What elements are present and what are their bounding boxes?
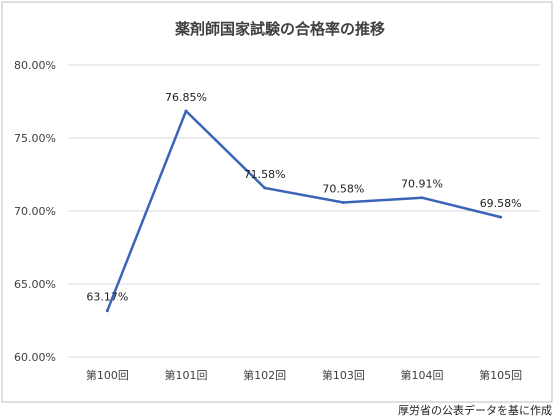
x-tick-label: 第104回 bbox=[401, 368, 444, 382]
data-point bbox=[420, 196, 424, 200]
y-tick-label: 80.00% bbox=[14, 59, 56, 72]
y-tick-label: 65.00% bbox=[14, 278, 56, 291]
data-label: 70.58% bbox=[322, 183, 364, 196]
data-label: 71.58% bbox=[244, 168, 286, 181]
data-label: 70.91% bbox=[401, 178, 443, 191]
data-point bbox=[499, 215, 503, 219]
x-tick-label: 第100回 bbox=[86, 368, 129, 382]
series-line bbox=[106, 109, 501, 312]
data-label: 69.58% bbox=[480, 197, 522, 210]
y-tick-label: 60.00% bbox=[14, 351, 56, 364]
data-point bbox=[341, 201, 345, 205]
data-label: 63.17% bbox=[86, 291, 128, 304]
x-tick-label: 第102回 bbox=[243, 368, 286, 382]
data-label: 76.85% bbox=[165, 91, 207, 104]
y-tick-label: 75.00% bbox=[14, 132, 56, 145]
y-tick-label: 70.00% bbox=[14, 205, 56, 218]
source-note: 厚労省の公表データを基に作成 bbox=[398, 404, 552, 417]
x-tick-label: 第105回 bbox=[479, 368, 522, 382]
data-point bbox=[105, 309, 109, 313]
chart-title: 薬剤師国家試験の合格率の推移 bbox=[174, 20, 385, 38]
x-tick-label: 第101回 bbox=[165, 368, 208, 382]
x-tick-label: 第103回 bbox=[322, 368, 365, 382]
data-point bbox=[184, 109, 188, 113]
data-point bbox=[263, 186, 267, 190]
